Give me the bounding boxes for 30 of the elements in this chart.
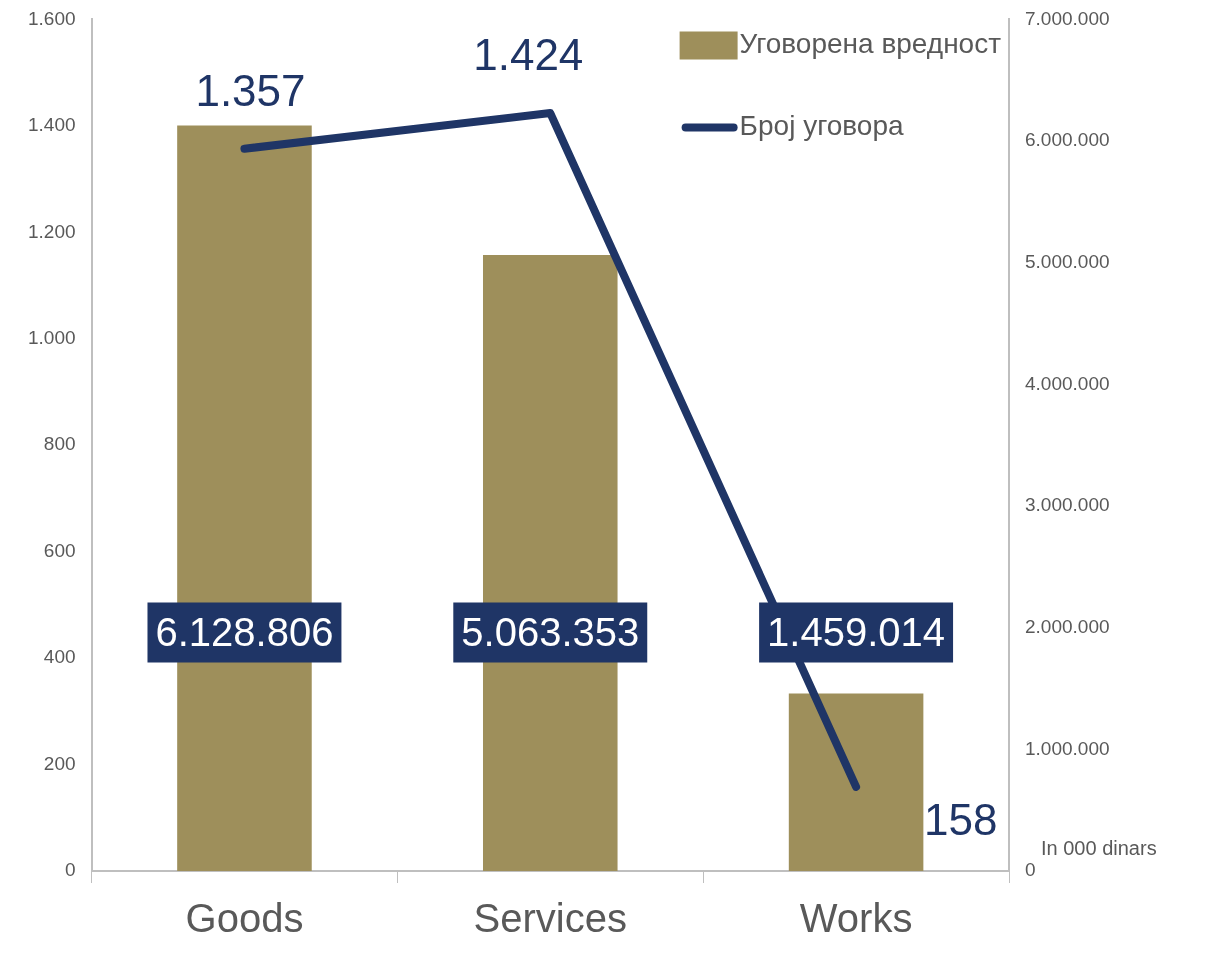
y-tick-label: 400 [43, 646, 76, 668]
bar [788, 693, 924, 871]
y-tick-label: 200 [43, 752, 76, 774]
y2-tick-label: 2.000.000 [1025, 615, 1110, 637]
y2-tick-label: 3.000.000 [1025, 494, 1110, 516]
data-label: 1.357 [195, 65, 306, 115]
y2-tick-label: 4.000.000 [1025, 372, 1110, 394]
y-tick-label: 800 [43, 433, 76, 455]
data-label: 158 [924, 795, 998, 845]
x-tick-label: Services [473, 896, 627, 941]
x-tick-label: Works [799, 896, 913, 941]
y2-tick-label: 1.000.000 [1025, 737, 1110, 759]
text: In 000 dinars [1041, 836, 1157, 859]
y2-tick-label: 7.000.000 [1025, 7, 1110, 29]
y-tick-label: 1.000 [28, 326, 76, 348]
data-label: 1.459.014 [767, 609, 946, 654]
y2-tick-label: 6.000.000 [1025, 129, 1110, 151]
y2-tick-label: 5.000.000 [1025, 250, 1110, 272]
legend-label: Број уговора [739, 110, 904, 142]
y-tick-label: 0 [64, 859, 76, 881]
data-label: 6.128.806 [155, 609, 334, 654]
data-label: 5.063.353 [461, 609, 640, 654]
y-tick-label: 1.400 [28, 114, 76, 136]
legend-label: Уговорена вредност [739, 28, 1002, 60]
x-tick-label: Goods [185, 896, 304, 941]
y-tick-label: 1.600 [28, 7, 76, 29]
data-label: 1.424 [473, 30, 584, 80]
y-tick-label: 600 [43, 539, 76, 561]
y-tick-label: 1.200 [28, 220, 76, 242]
y2-tick-label: 0 [1025, 859, 1036, 881]
